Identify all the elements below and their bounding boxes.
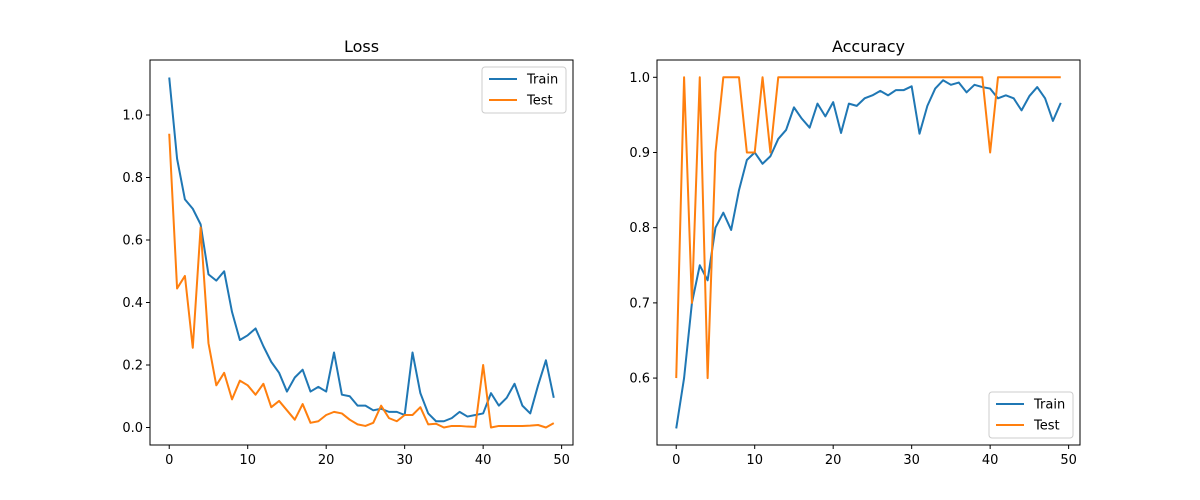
accuracy-y-tick-label: 1.0 [629, 71, 650, 86]
loss-legend-train-label: Train [526, 73, 558, 88]
loss-y-tick-label: 0.0 [122, 421, 143, 436]
loss-x-tick-label: 40 [475, 453, 492, 468]
accuracy-y-tick-label: 0.7 [629, 296, 650, 311]
loss-x-axis: 0 10 20 30 40 50 [165, 445, 570, 468]
loss-plot-area [168, 77, 555, 429]
loss-x-tick-label: 50 [553, 453, 570, 468]
loss-train-line [168, 77, 555, 423]
loss-legend-test-label: Test [526, 94, 553, 109]
accuracy-x-tick-label: 10 [746, 453, 763, 468]
loss-legend: Train Test [481, 66, 567, 114]
loss-x-tick-label: 0 [165, 453, 173, 468]
accuracy-y-tick-label: 0.8 [629, 221, 650, 236]
accuracy-y-tick-label: 0.9 [629, 146, 650, 161]
accuracy-legend-train-label: Train [1033, 398, 1065, 413]
loss-x-tick-label: 20 [318, 453, 335, 468]
loss-chart-title: Loss [344, 37, 379, 56]
accuracy-axes-frame [656, 59, 1081, 446]
accuracy-x-tick-label: 40 [982, 453, 999, 468]
accuracy-x-tick-label: 30 [903, 453, 920, 468]
loss-x-tick-label: 10 [239, 453, 256, 468]
accuracy-x-tick-label: 0 [672, 453, 680, 468]
loss-x-tick-label: 30 [396, 453, 413, 468]
loss-y-tick-label: 0.8 [122, 171, 143, 186]
accuracy-x-axis: 0 10 20 30 40 50 [672, 445, 1077, 468]
loss-y-tick-label: 1.0 [122, 109, 143, 124]
accuracy-chart-title: Accuracy [832, 37, 905, 56]
accuracy-x-tick-label: 50 [1060, 453, 1077, 468]
accuracy-x-tick-label: 20 [825, 453, 842, 468]
accuracy-legend: Train Test [988, 391, 1074, 439]
accuracy-legend-test-label: Test [1033, 419, 1060, 434]
accuracy-chart: Accuracy 0 10 20 30 40 50 0.6 0.7 0.8 0.9 1.0 Tra… [629, 37, 1081, 468]
loss-chart: Loss 0 10 20 30 40 50 0.0 0.2 0.4 0.6 0.8 1.0 Trai… [122, 37, 574, 468]
loss-y-tick-label: 0.4 [122, 296, 143, 311]
loss-y-axis: 0.0 0.2 0.4 0.6 0.8 1.0 [122, 109, 150, 436]
loss-y-tick-label: 0.2 [122, 359, 143, 374]
loss-y-tick-label: 0.6 [122, 234, 143, 249]
accuracy-test-line [675, 76, 1061, 380]
accuracy-y-tick-label: 0.6 [629, 372, 650, 387]
loss-test-line [168, 133, 555, 429]
accuracy-y-axis: 0.6 0.7 0.8 0.9 1.0 [629, 71, 657, 387]
accuracy-plot-area [675, 76, 1062, 429]
loss-axes-frame [149, 59, 574, 446]
